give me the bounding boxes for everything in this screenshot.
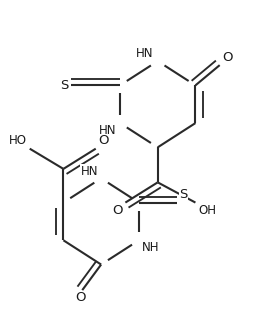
Text: HN: HN [98, 124, 116, 137]
Text: S: S [60, 79, 69, 92]
Text: HO: HO [9, 134, 27, 147]
Text: NH: NH [142, 241, 159, 254]
Text: OH: OH [198, 204, 216, 217]
Text: O: O [222, 51, 233, 64]
Text: O: O [76, 291, 86, 304]
Text: O: O [98, 134, 109, 147]
Text: O: O [112, 204, 123, 217]
Text: HN: HN [136, 47, 154, 60]
Text: HN: HN [81, 164, 98, 178]
Text: S: S [179, 188, 188, 201]
